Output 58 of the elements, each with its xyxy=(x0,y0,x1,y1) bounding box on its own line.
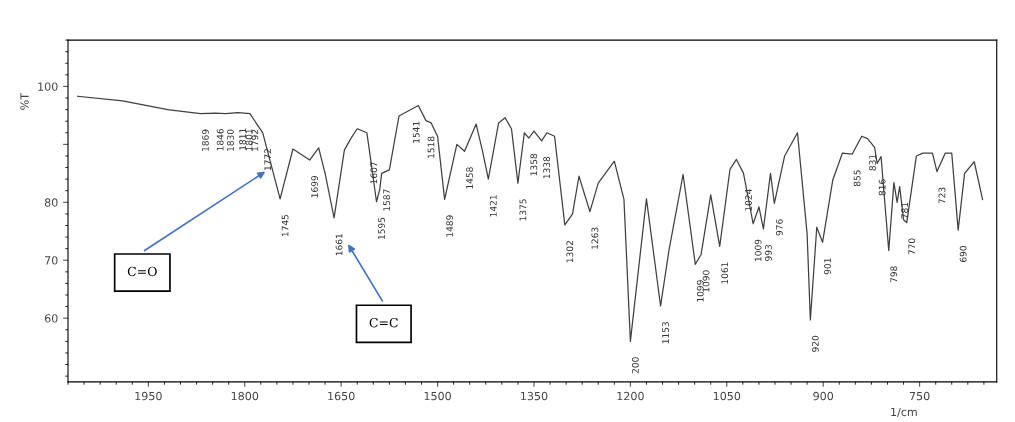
x-tick-label: 1650 xyxy=(328,391,355,401)
annotation: 1099 xyxy=(696,280,704,302)
annotation: 1607 xyxy=(370,162,378,184)
annotation: 1595 xyxy=(378,217,385,239)
annotation: 1830 xyxy=(227,129,234,151)
annotation: 855 xyxy=(853,170,861,187)
y-tick-label: 100 xyxy=(38,82,58,91)
annotation: 1699 xyxy=(311,175,319,198)
annotation: 1772 xyxy=(264,148,271,171)
annotation: 976 xyxy=(775,219,783,236)
annotation: 816 xyxy=(878,179,886,196)
annotation: 798 xyxy=(890,266,898,283)
x-axis-title: 1/cm xyxy=(891,407,917,418)
annotation: 831 xyxy=(869,154,876,171)
annotation: 1869 xyxy=(201,129,209,151)
annotation: 770 xyxy=(908,238,916,255)
annotation: 1358 xyxy=(530,153,538,176)
y-tick-label: 60 xyxy=(44,314,58,323)
annotation: 1061 xyxy=(721,262,729,284)
annotation: 1421 xyxy=(489,195,497,217)
annotation: 200 xyxy=(631,357,639,374)
annotation: 1024 xyxy=(745,189,752,211)
annotation: 1263 xyxy=(591,227,599,249)
x-tick-label: 1800 xyxy=(231,391,259,401)
annotation: 1745 xyxy=(281,214,289,237)
annotation: 993 xyxy=(764,244,772,261)
annotation: 723 xyxy=(938,187,946,204)
x-tick-label: 750 xyxy=(909,391,930,401)
x-tick-label: 900 xyxy=(813,391,834,401)
annotation: 901 xyxy=(824,258,831,275)
x-tick-label: 1200 xyxy=(617,391,644,401)
annotation: 1811 xyxy=(239,128,247,150)
x-tick-label: 1950 xyxy=(135,391,162,401)
annotation: 1489 xyxy=(446,215,454,237)
y-axis-title: %T xyxy=(20,92,29,110)
annotation: 1090 xyxy=(702,270,710,292)
annotation: 690 xyxy=(959,246,967,262)
annotation: C=O xyxy=(127,266,157,277)
x-tick-label: 1500 xyxy=(424,391,451,401)
x-tick-label: 1350 xyxy=(521,391,548,401)
x-tick-label: 1050 xyxy=(713,391,741,401)
y-tick-label: 70 xyxy=(45,256,58,265)
annotation: 1661 xyxy=(335,234,343,256)
annotation: 1338 xyxy=(543,156,551,179)
annotation: 1801 xyxy=(245,129,253,151)
annotation: 1587 xyxy=(383,189,391,211)
annotation: 1153 xyxy=(662,322,669,344)
annotation: 1792 xyxy=(251,129,259,151)
annotation: C=C xyxy=(369,317,398,328)
annotation: 1009 xyxy=(754,239,762,262)
annotation: 1375 xyxy=(519,199,527,221)
annotation: 1541 xyxy=(412,121,420,143)
annotation: 1458 xyxy=(466,167,473,189)
y-tick-label: 80 xyxy=(44,198,58,207)
annotation: 1302 xyxy=(566,241,574,263)
annotation: 920 xyxy=(811,335,819,352)
annotation: 1518 xyxy=(427,136,435,158)
annotation: 1846 xyxy=(216,128,224,151)
